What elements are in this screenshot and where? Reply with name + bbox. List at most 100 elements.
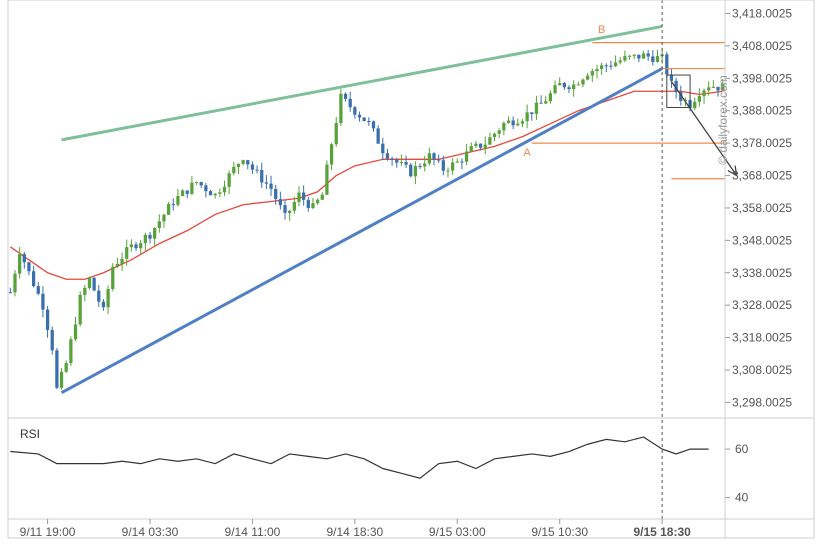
pattern-box bbox=[666, 74, 691, 108]
candle-body bbox=[446, 170, 450, 172]
candle-body bbox=[36, 286, 40, 294]
candle-body bbox=[78, 294, 82, 325]
axes: 3,418.0025 3,408.0025 3,398.0025 3,388.0025… bbox=[7, 0, 815, 539]
candle-body bbox=[520, 121, 525, 124]
rsi-line bbox=[10, 436, 709, 479]
point-label: B bbox=[598, 24, 605, 36]
x-tick-label: 9/14 11:00 bbox=[225, 525, 281, 539]
candles bbox=[8, 47, 725, 390]
candle-body bbox=[278, 199, 282, 206]
candle-body bbox=[716, 86, 720, 91]
candle-body bbox=[339, 93, 343, 124]
candle-body bbox=[604, 65, 608, 67]
candle-body bbox=[623, 56, 627, 61]
candle-body bbox=[264, 182, 269, 184]
rsi-tick-label: 40 bbox=[735, 491, 749, 505]
candle-body bbox=[204, 185, 208, 192]
candle-body bbox=[59, 371, 64, 388]
candle-body bbox=[409, 164, 413, 177]
candle-body bbox=[679, 92, 683, 101]
candle-body bbox=[241, 160, 245, 164]
candle-body bbox=[497, 130, 501, 134]
candle-body bbox=[22, 254, 26, 263]
candle-body bbox=[567, 87, 571, 90]
candle-body bbox=[451, 162, 455, 171]
candle-body bbox=[343, 93, 348, 99]
y-tick-label: 3,328.0025 bbox=[732, 298, 792, 312]
x-tick-label: 9/15 03:00 bbox=[429, 525, 486, 539]
candle-body bbox=[544, 101, 548, 104]
point-label: A bbox=[523, 147, 531, 159]
moving-average bbox=[9, 90, 723, 280]
candle-body bbox=[562, 83, 567, 88]
candle-body bbox=[213, 193, 217, 196]
candle-body bbox=[246, 160, 250, 165]
candle-body bbox=[297, 192, 301, 203]
candle-body bbox=[194, 182, 199, 184]
candle-body bbox=[464, 151, 469, 162]
candle-body bbox=[166, 204, 171, 215]
candle-body bbox=[627, 55, 632, 57]
candle-body bbox=[87, 277, 92, 288]
candle-body bbox=[41, 293, 45, 310]
y-tick-label: 3,388.0025 bbox=[732, 104, 792, 118]
candle-body bbox=[381, 143, 385, 154]
candle-body bbox=[185, 190, 189, 194]
y-tick-label: 3,338.0025 bbox=[732, 266, 792, 280]
candle-body bbox=[171, 204, 175, 206]
candle-body bbox=[64, 363, 68, 372]
candle-body bbox=[613, 62, 618, 67]
candle-body bbox=[404, 162, 408, 165]
candle-body bbox=[469, 146, 473, 152]
candle-body bbox=[511, 120, 515, 126]
candle-body bbox=[492, 133, 497, 138]
candle-body bbox=[311, 203, 315, 208]
candle-body bbox=[586, 75, 590, 80]
y-tick-label: 3,348.0025 bbox=[732, 233, 792, 247]
candle-body bbox=[157, 221, 161, 228]
y-tick-label: 3,368.0025 bbox=[732, 169, 792, 183]
candle-body bbox=[125, 247, 129, 259]
watermark: © dailyforex.com bbox=[716, 75, 730, 165]
candle-body bbox=[250, 164, 255, 170]
candle-body bbox=[655, 56, 660, 62]
candle-body bbox=[139, 243, 143, 249]
candle-body bbox=[418, 166, 422, 168]
candle-body bbox=[576, 84, 580, 86]
candle-body bbox=[302, 192, 306, 200]
y-tick-label: 3,298.0025 bbox=[732, 395, 792, 409]
candle-body bbox=[460, 161, 464, 163]
candle-body bbox=[437, 159, 441, 161]
support-trendline bbox=[60, 67, 663, 395]
candle-body bbox=[707, 87, 711, 91]
projection-arrow-line bbox=[670, 81, 738, 176]
candle-body bbox=[255, 169, 259, 171]
candle-body bbox=[153, 227, 157, 239]
candle-body bbox=[646, 53, 650, 57]
chart-frame bbox=[7, 0, 815, 539]
candle-body bbox=[218, 192, 222, 194]
candle-body bbox=[260, 169, 264, 183]
candle-body bbox=[111, 266, 115, 290]
candle-body bbox=[329, 144, 334, 165]
x-tick-label: 9/14 18:30 bbox=[327, 525, 384, 539]
candle-body bbox=[474, 143, 478, 147]
candle-body bbox=[558, 83, 562, 86]
rsi-panel: RSI 60 40 bbox=[10, 427, 749, 505]
candle-body bbox=[483, 144, 487, 148]
y-tick-label: 3,418.0025 bbox=[732, 6, 792, 20]
candle-body bbox=[101, 301, 106, 308]
candle-body bbox=[702, 90, 706, 97]
candle-body bbox=[455, 161, 459, 163]
y-tick-label: 3,308.0025 bbox=[732, 363, 792, 377]
y-tick-label: 3,318.0025 bbox=[732, 331, 792, 345]
resistance-trendline bbox=[61, 24, 663, 142]
candle-body bbox=[674, 80, 678, 93]
candle-body bbox=[618, 60, 622, 63]
candle-body bbox=[539, 102, 543, 104]
candle-body bbox=[55, 350, 59, 388]
candle-body bbox=[390, 158, 394, 160]
candle-body bbox=[488, 137, 492, 145]
candle-body bbox=[325, 164, 329, 195]
